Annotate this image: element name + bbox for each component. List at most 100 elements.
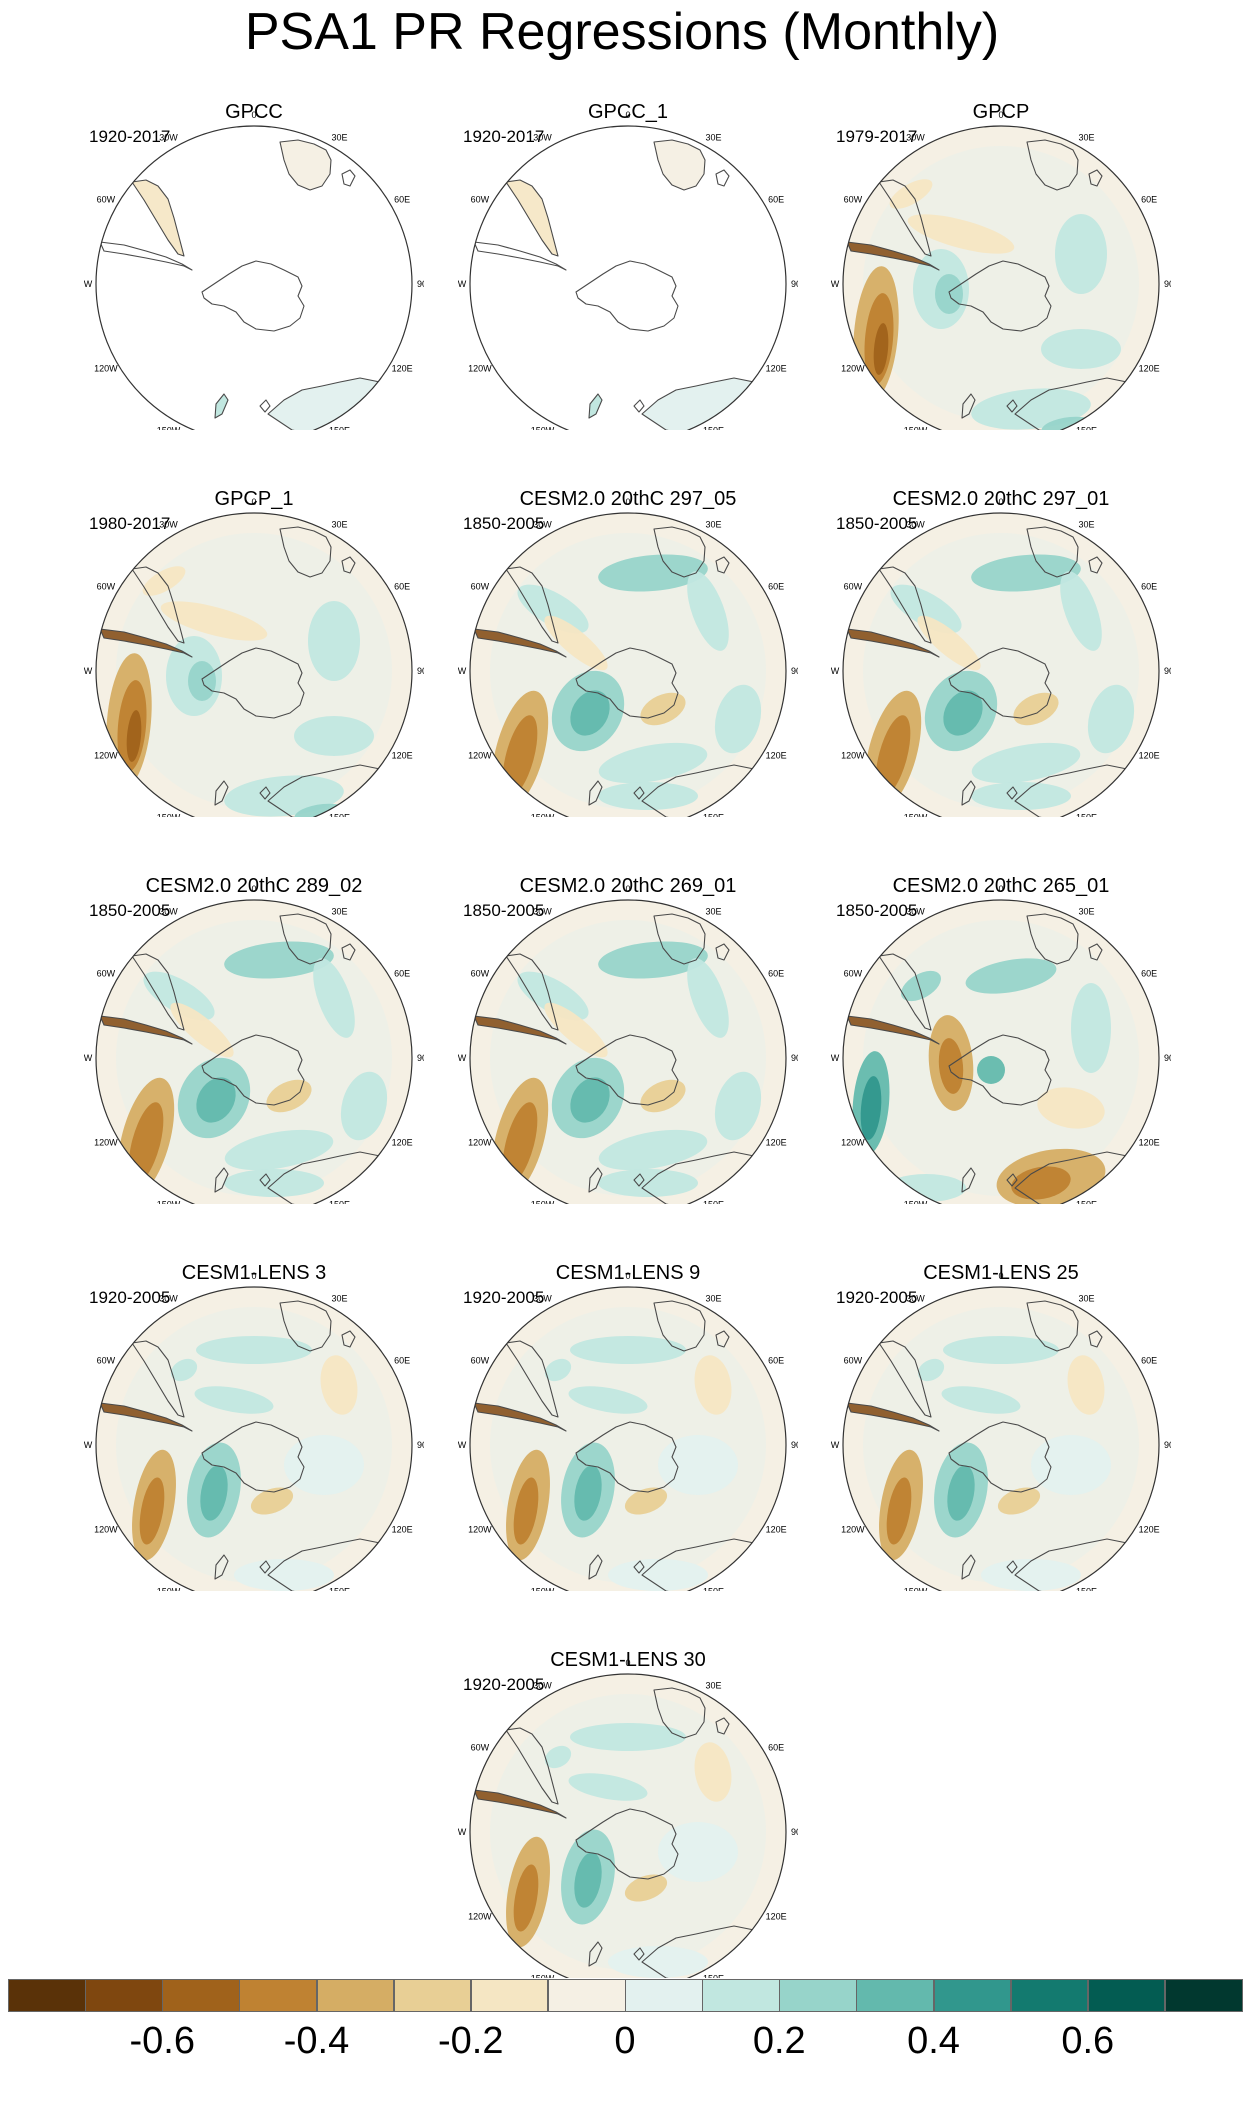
longitude-label: 120E [392, 751, 413, 761]
longitude-label: 60E [768, 195, 784, 205]
longitude-label: 120E [392, 1525, 413, 1535]
figure-title: PSA1 PR Regressions (Monthly) [244, 3, 1000, 61]
longitude-label: 90W [458, 279, 467, 289]
map-panel: 030E60E90E120E150E180150W120W90W60W30WCE… [831, 1261, 1171, 1591]
longitude-label: 60E [768, 1743, 784, 1753]
longitude-label: 60W [844, 582, 863, 592]
longitude-label: 30W [533, 907, 552, 917]
panel-title: CESM2.0 20thC 297_01 [892, 488, 1110, 510]
longitude-label: 60W [97, 582, 116, 592]
longitude-label: 90W [84, 666, 93, 676]
longitude-label: 60W [97, 195, 116, 205]
longitude-label: 150W [531, 1586, 555, 1591]
longitude-label: 150W [531, 812, 555, 817]
longitude-label: 90E [791, 279, 798, 289]
colorbar-tick-label: 0.4 [907, 2020, 960, 2062]
panel-years: 1920-2017 [463, 127, 545, 146]
longitude-label: 120W [468, 751, 492, 761]
longitude-label: 120E [766, 1912, 787, 1922]
longitude-label: 0 [625, 1271, 630, 1281]
map-panel: 030E60E90E120E150E180150W120W90W60W30WCE… [84, 1261, 424, 1591]
longitude-label: 120W [94, 1138, 118, 1148]
longitude-label: 60E [394, 1356, 410, 1366]
longitude-label: 0 [251, 884, 256, 894]
polar-map: 030E60E90E120E150E180150W120W90W60W30W [458, 1658, 798, 1978]
colorbar-box [779, 1979, 857, 2012]
longitude-label: 90E [417, 1440, 424, 1450]
panel-title: CESM1-LENS 30 [550, 1649, 706, 1671]
longitude-label: 90E [1164, 1440, 1171, 1450]
polar-map: 030E60E90E120E150E180150W120W90W60W30W [458, 1271, 798, 1591]
colorbar-box [547, 1979, 626, 2012]
map-panel: 030E60E90E120E150E180150W120W90W60W30WCE… [458, 1261, 798, 1591]
colorbar-box [8, 1979, 86, 2012]
longitude-label: 90W [831, 666, 840, 676]
polar-map: 030E60E90E120E150E180150W120W90W60W30W [84, 497, 424, 817]
panel-years: 1920-2005 [89, 1288, 171, 1307]
colorbar-box [1164, 1979, 1243, 2012]
panel-title: GPCC_1 [587, 101, 669, 123]
longitude-label: 150W [157, 1586, 181, 1591]
colorbar-box [85, 1979, 163, 2012]
longitude-label: 120W [468, 364, 492, 374]
longitude-label: 150E [1076, 425, 1097, 430]
longitude-label: 90E [791, 1053, 798, 1063]
map-panel: 030E60E90E120E150E180150W120W90W60W30WGP… [458, 100, 798, 430]
longitude-label: 150W [531, 425, 555, 430]
longitude-label: 120E [766, 1138, 787, 1148]
longitude-label: 90E [791, 1440, 798, 1450]
panel-years: 1850-2005 [463, 901, 545, 920]
longitude-label: 120W [841, 1138, 865, 1148]
longitude-label: 90E [1164, 1053, 1171, 1063]
longitude-label: 60E [394, 195, 410, 205]
longitude-label: 120W [94, 751, 118, 761]
longitude-label: 0 [251, 497, 256, 507]
panel-title: CESM1-LENS 3 [181, 1262, 327, 1284]
longitude-label: 0 [998, 497, 1003, 507]
longitude-label: 120E [1139, 1138, 1160, 1148]
panel-years: 1920-2017 [89, 127, 171, 146]
colorbar-box [625, 1979, 703, 2012]
longitude-label: 150E [329, 812, 350, 817]
colorbar-box [702, 1979, 780, 2012]
longitude-label: 150E [329, 1199, 350, 1204]
longitude-label: 90W [458, 1440, 467, 1450]
longitude-label: 90W [831, 279, 840, 289]
longitude-label: 120E [766, 364, 787, 374]
panel-title: CESM1-LENS 25 [923, 1262, 1079, 1284]
longitude-label: 90E [417, 666, 424, 676]
panel-years: 1920-2005 [463, 1675, 545, 1694]
longitude-label: 30W [159, 907, 178, 917]
colorbar-box [1087, 1979, 1166, 2012]
longitude-label: 120E [392, 1138, 413, 1148]
longitude-label: 120W [94, 1525, 118, 1535]
longitude-label: 30E [1078, 1294, 1094, 1304]
panel-years: 1850-2005 [463, 514, 545, 533]
longitude-label: 150W [531, 1199, 555, 1204]
longitude-label: 150E [703, 1973, 724, 1978]
longitude-label: 30E [1078, 520, 1094, 530]
panel-title: CESM2.0 20thC 297_05 [519, 488, 737, 510]
polar-map: 030E60E90E120E150E180150W120W90W60W30W [831, 1271, 1171, 1591]
longitude-label: 90W [831, 1053, 840, 1063]
longitude-label: 30W [533, 133, 552, 143]
polar-map: 030E60E90E120E150E180150W120W90W60W30W [84, 1271, 424, 1591]
longitude-label: 30W [159, 1294, 178, 1304]
longitude-label: 0 [998, 884, 1003, 894]
polar-map: 030E60E90E120E150E180150W120W90W60W30W [831, 497, 1171, 817]
longitude-label: 120E [766, 1525, 787, 1535]
longitude-label: 120W [468, 1912, 492, 1922]
longitude-label: 30E [705, 1294, 721, 1304]
longitude-label: 150W [157, 425, 181, 430]
longitude-label: 30E [331, 1294, 347, 1304]
colorbar-tick-label: -0.6 [129, 2020, 195, 2062]
longitude-label: 30W [906, 1294, 925, 1304]
longitude-label: 90E [1164, 279, 1171, 289]
longitude-label: 60E [394, 582, 410, 592]
longitude-label: 150E [703, 1586, 724, 1591]
longitude-label: 150W [904, 812, 928, 817]
panel-years: 1920-2005 [463, 1288, 545, 1307]
longitude-label: 120W [841, 1525, 865, 1535]
colorbar-box [162, 1979, 240, 2012]
longitude-label: 0 [625, 1658, 630, 1668]
